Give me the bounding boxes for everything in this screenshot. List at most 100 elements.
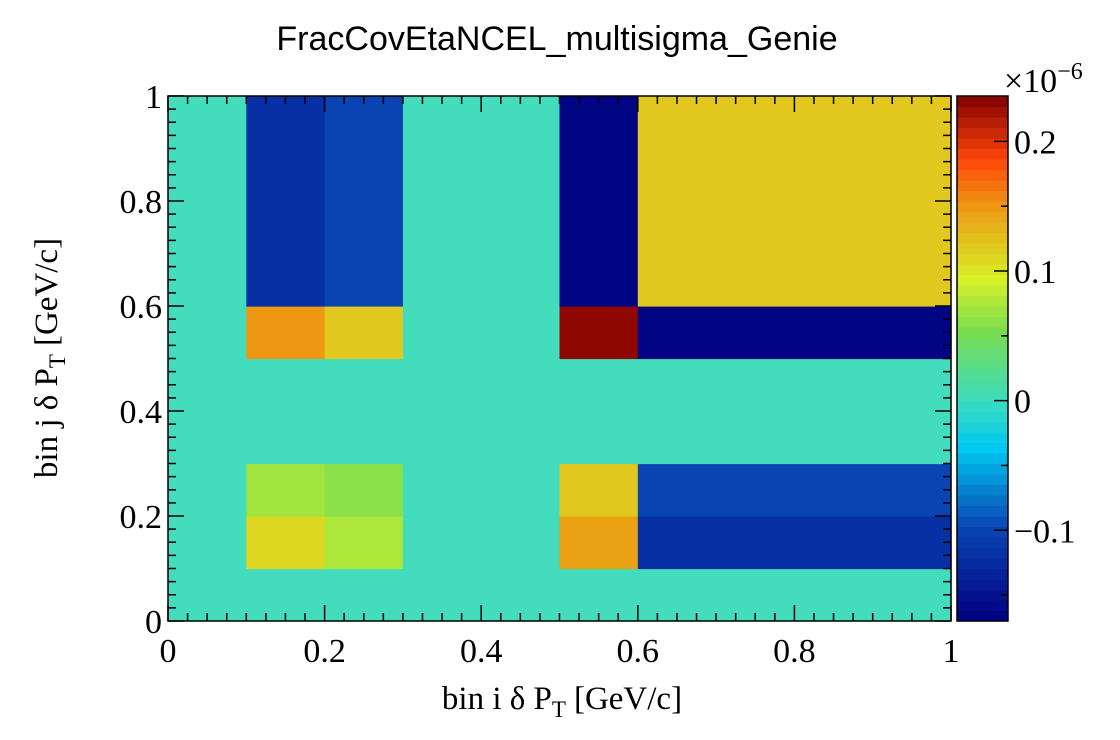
- heatmap-cell: [559, 463, 639, 517]
- heatmap-cell: [246, 568, 326, 622]
- heatmap-cell: [402, 96, 561, 307]
- colorbar-swatch: [957, 96, 1008, 108]
- colorbar-tick-labels: 0.2 0.1 0 −0.1: [1014, 124, 1076, 550]
- colorbar: [956, 95, 1009, 622]
- heatmap-cell: [637, 516, 952, 570]
- colorbar-tick-label: −0.1: [1014, 513, 1076, 550]
- colorbar-swatch: [957, 400, 1008, 412]
- heatmap-cell: [246, 516, 326, 570]
- y-tick-label: 0.2: [120, 499, 163, 536]
- colorbar-swatch: [957, 127, 1008, 139]
- colorbar-swatch: [957, 201, 1008, 213]
- colorbar-swatch: [957, 306, 1008, 318]
- heatmap-cell: [637, 96, 952, 307]
- colorbar-swatch: [957, 589, 1008, 601]
- colorbar-swatch: [957, 159, 1008, 171]
- colorbar-swatch: [957, 516, 1008, 528]
- x-tick-label: 0.8: [773, 633, 816, 670]
- chart-title: FracCovEtaNCEL_multisigma_Genie: [276, 19, 838, 58]
- heatmap-cell: [246, 463, 326, 517]
- colorbar-swatch: [957, 579, 1008, 591]
- colorbar-swatch: [957, 369, 1008, 381]
- x-axis-label: bin i δ PT [GeV/c]: [442, 681, 682, 722]
- colorbar-swatch: [957, 600, 1008, 612]
- heatmap-cell: [246, 96, 326, 307]
- colorbar-frame: [956, 95, 1009, 622]
- heatmap-cells: [168, 96, 952, 622]
- heatmap-cell: [168, 463, 247, 517]
- heatmap-cell: [559, 568, 639, 622]
- heatmap-cell: [559, 516, 639, 570]
- colorbar-scale-label: ×10−6: [1004, 59, 1083, 100]
- colorbar-swatch: [957, 421, 1008, 433]
- colorbar-swatch: [957, 453, 1008, 465]
- x-tick-label: 0.6: [617, 633, 660, 670]
- y-tick-labels: 0 0.2 0.4 0.6 0.8 1: [120, 79, 163, 641]
- colorbar-tick-label: 0.2: [1014, 124, 1057, 161]
- heatmap-cell: [637, 306, 952, 360]
- heatmap-cell: [637, 463, 952, 517]
- colorbar-swatch: [957, 169, 1008, 181]
- colorbar-swatch: [957, 358, 1008, 370]
- colorbar-swatch: [957, 547, 1008, 559]
- heatmap-cell: [324, 463, 404, 517]
- heatmap-cell: [402, 516, 561, 570]
- heatmap-cell: [559, 358, 639, 465]
- chart-title-box: FracCovEtaNCEL_multisigma_Genie: [217, 8, 897, 70]
- colorbar-swatch: [957, 610, 1008, 622]
- y-tick-label: 0.4: [120, 394, 163, 431]
- heatmap-cell: [402, 358, 561, 465]
- colorbar-swatch: [957, 505, 1008, 517]
- heatmap-cell: [246, 306, 326, 360]
- heatmap-cell: [324, 96, 404, 307]
- colorbar-swatch: [957, 390, 1008, 402]
- x-tick-label: 0.4: [460, 633, 503, 670]
- heatmap-cell: [402, 306, 561, 360]
- x-tick-labels: 0 0.2 0.4 0.6 0.8 1: [160, 633, 960, 670]
- y-axis-label: bin j δ PT[GeV/c]: [29, 238, 70, 478]
- colorbar-swatch: [957, 253, 1008, 265]
- heatmap-cell: [324, 568, 404, 622]
- colorbar-swatch: [957, 295, 1008, 307]
- colorbar-swatch: [957, 379, 1008, 391]
- colorbar-swatch: [957, 316, 1008, 328]
- x-tick-label: 0.2: [303, 633, 346, 670]
- colorbar-swatch: [957, 190, 1008, 202]
- colorbar-swatch: [957, 285, 1008, 297]
- x-tick-label: 1: [943, 633, 960, 670]
- colorbar-swatch: [957, 243, 1008, 255]
- y-tick-label: 0.8: [120, 184, 163, 221]
- colorbar-swatch: [957, 537, 1008, 549]
- heatmap-cell: [559, 306, 639, 360]
- colorbar-swatch: [957, 148, 1008, 160]
- colorbar-swatch: [957, 474, 1008, 486]
- heatmap-cell: [559, 96, 639, 307]
- x-tick-label: 0: [160, 633, 177, 670]
- heatmap-cell: [324, 516, 404, 570]
- y-tick-label: 1: [145, 79, 162, 116]
- colorbar-swatch: [957, 117, 1008, 129]
- colorbar-swatch: [957, 232, 1008, 244]
- heatmap-cell: [324, 306, 404, 360]
- colorbar-swatch: [957, 222, 1008, 234]
- colorbar-swatch: [957, 432, 1008, 444]
- colorbar-swatch: [957, 337, 1008, 349]
- colorbar-swatch: [957, 327, 1008, 339]
- heatmap-cell: [246, 358, 326, 465]
- colorbar-swatch: [957, 106, 1008, 118]
- colorbar-swatch: [957, 463, 1008, 475]
- y-tick-label: 0.6: [120, 289, 163, 326]
- colorbar-swatch: [957, 558, 1008, 570]
- y-tick-label: 0: [145, 604, 162, 641]
- colorbar-swatch: [957, 264, 1008, 276]
- colorbar-swatch: [957, 484, 1008, 496]
- colorbar-tick-label: 0: [1014, 384, 1031, 421]
- axis-ticks: [167, 95, 952, 622]
- colorbar-swatch: [957, 411, 1008, 423]
- heatmap-cell: [324, 358, 404, 465]
- colorbar-swatch: [957, 568, 1008, 580]
- colorbar-swatch: [957, 348, 1008, 360]
- colorbar-swatch: [957, 495, 1008, 507]
- colorbar-swatch: [957, 180, 1008, 192]
- heatmap-cell: [168, 306, 247, 360]
